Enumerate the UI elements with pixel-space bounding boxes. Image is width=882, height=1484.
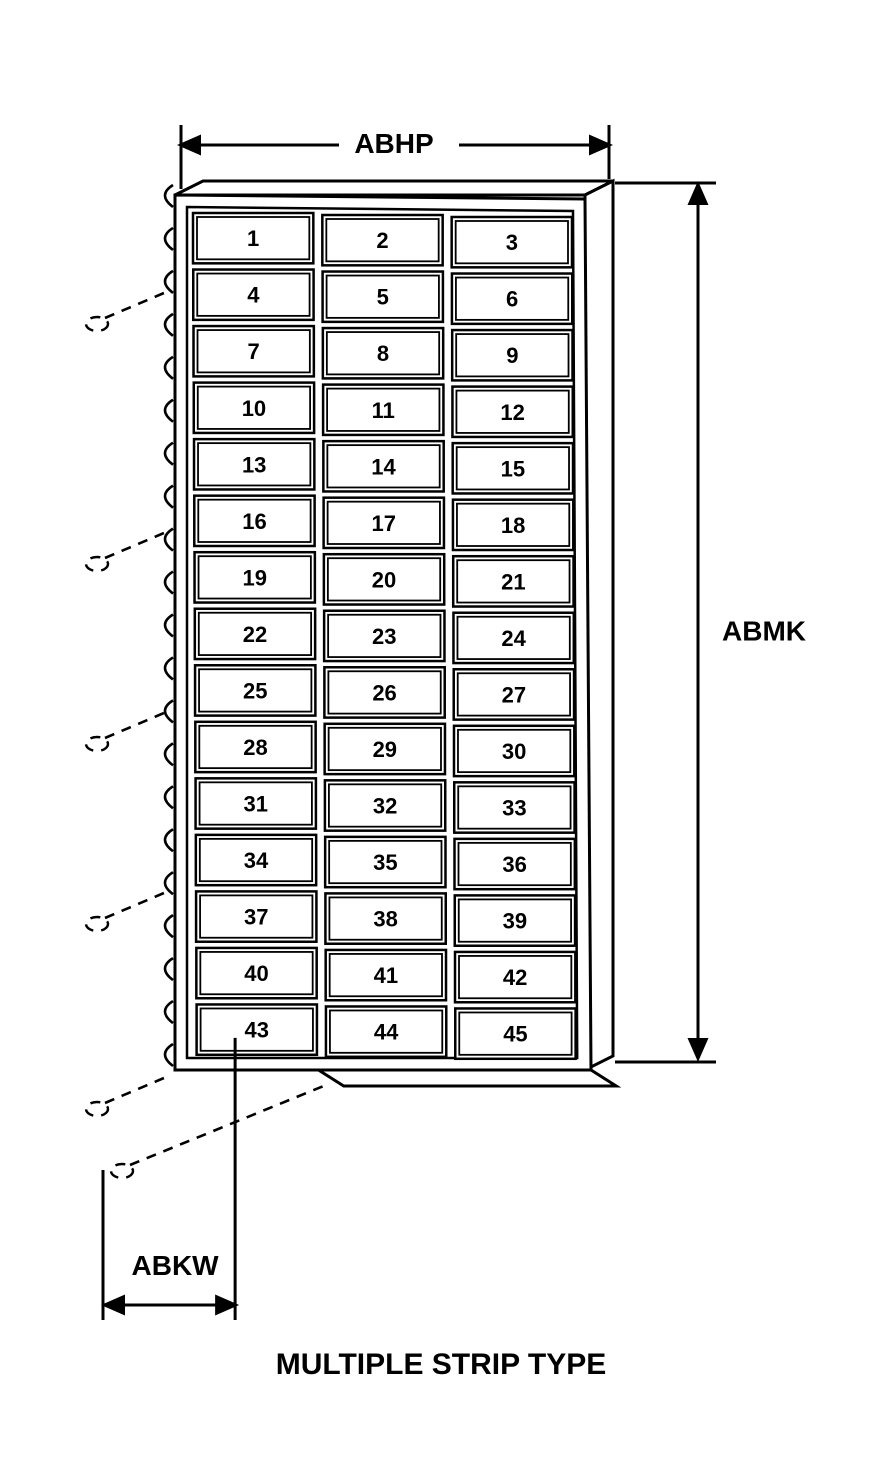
screw-head [86,557,108,571]
cell-label: 43 [245,1018,269,1043]
screw-tab-shaft [105,290,171,318]
binding-loop [165,443,173,465]
cell-label: 34 [244,848,269,873]
binding-loop [165,486,173,508]
cell-label: 20 [372,567,396,592]
cell-label: 25 [243,678,267,703]
cell-label: 38 [373,907,397,932]
cell-label: 30 [502,739,526,764]
cell-label: 37 [244,905,268,930]
screw-tab-shaft [130,1084,329,1165]
cell-label: 42 [503,965,527,990]
binding-loop [165,572,173,594]
screw-head [86,1102,108,1116]
screw-head [86,317,108,331]
cell-label: 7 [248,339,260,364]
screw-head [111,1164,133,1178]
screw-head [86,737,108,751]
cell-label: 44 [374,1020,399,1045]
cell-label: 15 [501,456,525,481]
binding-loop [165,185,173,207]
binding-loop [165,400,173,422]
width-label: ABHP [354,128,433,159]
cell-label: 27 [502,682,526,707]
cell-label: 35 [373,850,397,875]
cell-label: 31 [243,792,267,817]
height-label: ABMK [722,616,806,647]
multiple-strip-diagram: 1234567891011121314151617181920212223242… [0,0,882,1484]
binding-loop [165,786,173,808]
cell-label: 17 [372,511,396,536]
cell-label: 45 [503,1022,527,1047]
screw-tab-shaft [105,1075,171,1103]
binding-loop [165,1044,173,1066]
binding-loop [165,314,173,336]
cell-label: 39 [503,909,527,934]
binding-loop [165,958,173,980]
cell-label: 10 [242,396,266,421]
cell-label: 28 [243,735,267,760]
cell-label: 41 [374,963,398,988]
cell-label: 6 [506,287,518,312]
screw-tab-shaft [105,530,171,558]
cell-label: 22 [243,622,267,647]
cell-label: 16 [242,509,266,534]
binding-loop [165,915,173,937]
cell-label: 23 [372,624,396,649]
cell-label: 36 [502,852,526,877]
binding-loop [165,1001,173,1023]
binding-loop [165,271,173,293]
figure-caption: MULTIPLE STRIP TYPE [276,1348,607,1381]
binding-loop [165,357,173,379]
cell-label: 5 [377,285,389,310]
binding-loop [165,700,173,722]
cell-label: 3 [506,230,518,255]
cell-label: 26 [372,680,396,705]
cell-label: 2 [376,228,388,253]
cell-label: 32 [373,794,397,819]
cell-label: 11 [372,398,395,423]
cell-label: 4 [247,283,260,308]
cell-label: 14 [371,454,396,479]
cell-label: 1 [247,226,259,251]
cell-label: 19 [242,565,266,590]
screw-tab-shaft [105,710,171,738]
cell-label: 40 [244,961,268,986]
cell-label: 24 [501,626,526,651]
cell-label: 8 [377,341,389,366]
cell-label: 29 [373,737,397,762]
binding-loop [165,872,173,894]
cell-label: 21 [501,569,525,594]
screw-tab-shaft [105,890,171,918]
cell-label: 9 [506,343,518,368]
binding-loop [165,529,173,551]
cell-label: 33 [502,796,526,821]
binding-loop [165,743,173,765]
binding-loop [165,657,173,679]
screw-head [86,917,108,931]
binding-loop [165,615,173,637]
cell-label: 12 [500,400,524,425]
binding-loop [165,829,173,851]
binding-loop [165,228,173,250]
cell-label: 13 [242,452,266,477]
cell-label: 18 [501,513,525,538]
tab-label: ABKW [132,1250,220,1281]
